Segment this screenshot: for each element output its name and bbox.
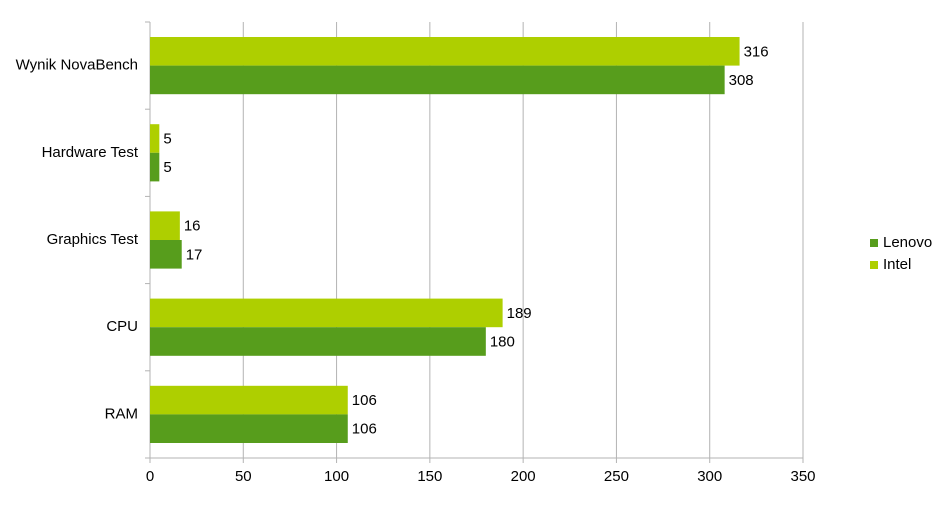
x-tick-label: 200 [511, 468, 536, 485]
data-label: 17 [186, 246, 203, 263]
data-label: 316 [744, 43, 769, 60]
y-tick-label: Hardware Test [42, 144, 139, 161]
bar [150, 298, 503, 328]
data-label: 189 [507, 305, 532, 322]
bar [150, 414, 348, 443]
bar [150, 327, 486, 356]
x-tick-label: 250 [604, 468, 629, 485]
bar [150, 240, 182, 269]
legend-swatch [870, 261, 878, 269]
y-tick-label: Graphics Test [47, 231, 139, 248]
bar [150, 124, 160, 153]
data-label: 5 [163, 159, 171, 176]
data-label: 5 [163, 130, 171, 147]
legend-label: Lenovo [883, 234, 932, 251]
x-tick-label: 300 [697, 468, 722, 485]
data-label: 106 [352, 421, 377, 438]
legend-label: Intel [883, 256, 911, 273]
bar [150, 211, 180, 240]
y-tick-label: Wynik NovaBench [16, 57, 138, 74]
y-tick-label: RAM [105, 405, 138, 422]
bar [150, 152, 160, 182]
data-label: 308 [729, 72, 754, 89]
x-tick-label: 100 [324, 468, 349, 485]
bar [150, 37, 740, 66]
data-label: 180 [490, 333, 515, 350]
data-label: 16 [184, 218, 201, 235]
x-tick-label: 50 [235, 468, 252, 485]
bar [150, 65, 725, 95]
legend-swatch [870, 239, 878, 247]
x-tick-label: 350 [790, 468, 815, 485]
bar [150, 385, 348, 415]
data-label: 106 [352, 392, 377, 409]
x-tick-label: 150 [417, 468, 442, 485]
y-tick-label: CPU [106, 318, 138, 335]
x-tick-label: 0 [146, 468, 154, 485]
